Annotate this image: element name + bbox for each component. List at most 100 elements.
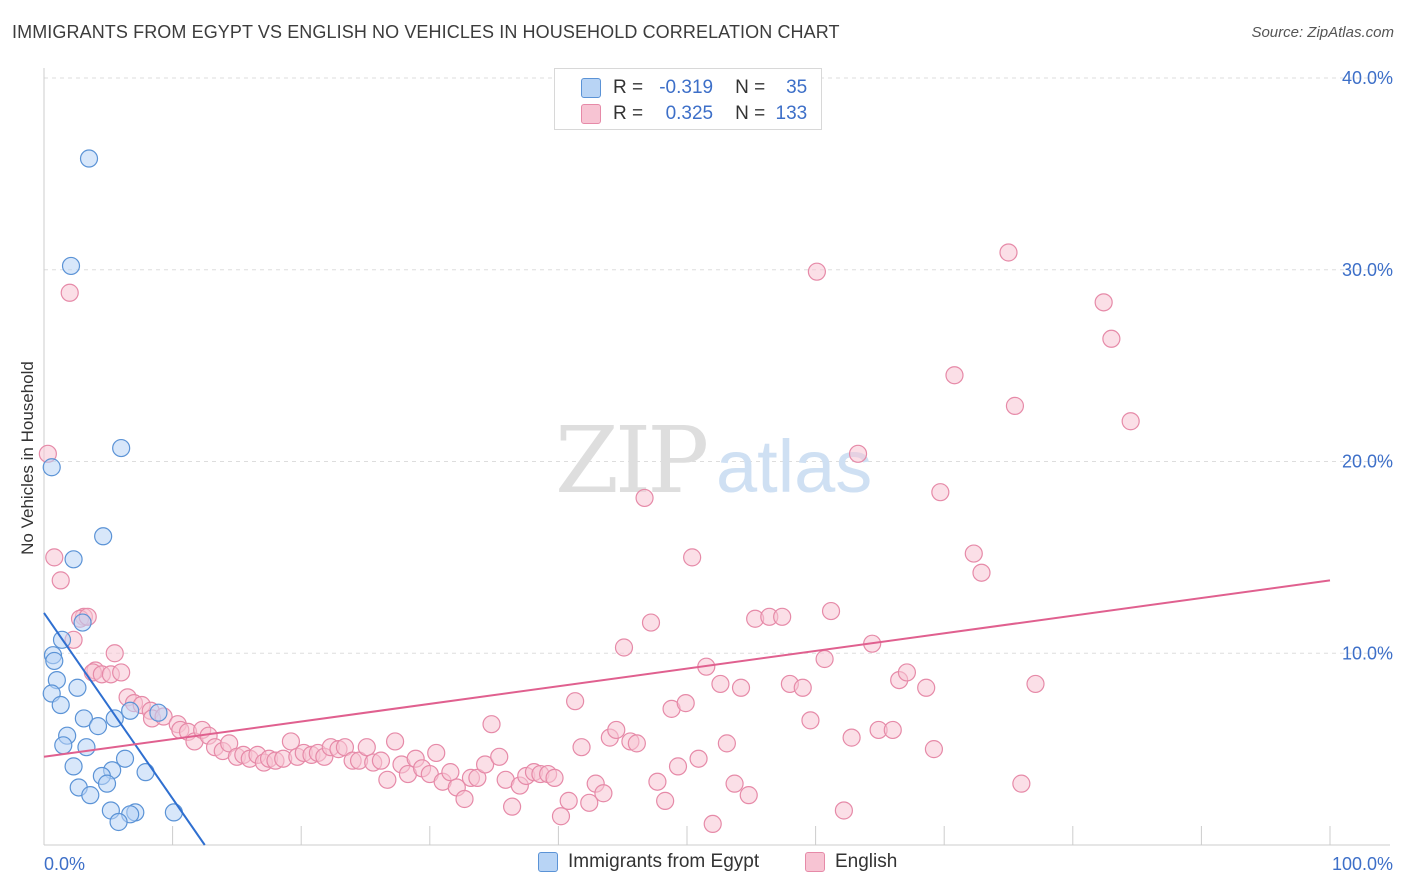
egypt-point	[73, 613, 92, 632]
english-point	[378, 770, 397, 789]
english-point	[60, 283, 79, 302]
english-point	[739, 786, 758, 805]
english-point	[427, 743, 446, 763]
legend-row-egypt: R = -0.319 N = 35	[581, 76, 807, 100]
english-point	[503, 797, 522, 816]
watermark: ZIP atlas	[555, 407, 872, 514]
english-point	[676, 694, 695, 713]
egypt-point	[64, 550, 83, 569]
english-point	[371, 751, 391, 770]
english-point	[689, 749, 708, 768]
english-point	[475, 755, 495, 774]
english-point	[1121, 412, 1140, 431]
trend-line-english	[43, 579, 1331, 758]
english-point	[1102, 329, 1121, 348]
english-point	[931, 483, 950, 502]
english-point	[635, 488, 654, 508]
english-point	[490, 747, 509, 766]
egypt-point	[136, 763, 155, 782]
egypt-point	[68, 678, 87, 697]
english-point	[703, 814, 722, 834]
legend-row-english: R = 0.325 N = 133	[581, 102, 807, 126]
english-point	[972, 563, 991, 582]
y-tick-label: 40.0%	[1342, 68, 1393, 88]
bottom-legend-swatch-english	[805, 852, 825, 872]
english-point	[220, 734, 239, 753]
english-point	[45, 548, 64, 567]
english-point	[945, 366, 964, 385]
egypt-point	[79, 149, 99, 168]
english-point	[572, 738, 591, 757]
chart-title: IMMIGRANTS FROM EGYPT VS ENGLISH NO VEHI…	[12, 22, 840, 42]
english-point	[357, 738, 376, 757]
legend-r-label: R =	[613, 103, 644, 124]
english-point	[545, 768, 564, 787]
english-point	[842, 728, 861, 747]
english-point	[614, 638, 634, 657]
series-egypt-points	[42, 149, 183, 832]
legend-n-label: N =	[735, 103, 766, 124]
english-point	[1012, 774, 1031, 793]
english-point	[656, 791, 675, 810]
english-point	[468, 768, 487, 787]
watermark-atlas: atlas	[716, 425, 872, 508]
english-point	[815, 649, 834, 669]
legend-n-value-english: 133	[775, 103, 808, 124]
english-point	[1026, 674, 1045, 694]
english-point	[566, 692, 585, 711]
english-point	[105, 644, 124, 663]
egypt-point	[51, 695, 70, 715]
egypt-point	[42, 458, 61, 477]
egypt-point	[54, 736, 73, 755]
english-point	[801, 711, 820, 730]
english-point	[924, 740, 944, 759]
legend-r-value-english: 0.325	[665, 103, 714, 124]
english-point	[112, 663, 131, 682]
legend-swatch-english	[581, 104, 601, 124]
series-english-points	[38, 243, 1140, 834]
legend-n-value-egypt: 35	[786, 77, 808, 98]
english-point	[641, 613, 661, 632]
english-point	[627, 734, 646, 753]
english-point	[580, 793, 599, 812]
english-point	[731, 678, 751, 697]
english-point	[717, 734, 736, 753]
english-point	[385, 732, 405, 751]
x-tick-label-end: 100.0%	[1332, 854, 1393, 874]
correlation-legend: R = -0.319 N = 35 R = 0.325 N = 133	[554, 68, 822, 130]
bottom-legend-label-egypt: Immigrants from Egypt	[568, 851, 760, 872]
bottom-legend-english[interactable]: English	[805, 851, 897, 873]
y-tick-label: 20.0%	[1342, 452, 1393, 472]
english-point	[281, 732, 301, 751]
english-point	[683, 548, 702, 567]
legend-r-label: R =	[613, 77, 644, 98]
egypt-point	[74, 709, 93, 728]
egypt-point	[45, 651, 64, 671]
english-point	[551, 807, 571, 826]
egypt-point	[64, 757, 83, 776]
english-point	[999, 243, 1018, 262]
english-point	[51, 571, 70, 590]
english-point	[883, 720, 902, 740]
source-label: Source: ZipAtlas.com	[1251, 24, 1394, 41]
bottom-legend-egypt[interactable]: Immigrants from Egypt	[538, 851, 759, 873]
gridlines	[44, 77, 1390, 654]
english-point	[793, 678, 812, 697]
watermark-zip: ZIP	[555, 407, 706, 514]
english-point	[594, 784, 613, 803]
english-point	[848, 444, 868, 463]
english-point	[711, 674, 730, 694]
egypt-point	[112, 438, 131, 458]
x-tick-label-start: 0.0%	[44, 854, 85, 874]
legend-r-value-egypt: -0.319	[659, 77, 714, 98]
english-point	[897, 663, 917, 682]
egypt-point	[88, 717, 108, 736]
english-point	[917, 678, 936, 697]
english-point	[607, 720, 626, 740]
egypt-point	[149, 703, 168, 722]
english-point	[482, 715, 501, 734]
english-point	[668, 757, 688, 776]
bottom-legend-swatch-egypt	[538, 852, 558, 872]
egypt-point	[109, 812, 128, 832]
